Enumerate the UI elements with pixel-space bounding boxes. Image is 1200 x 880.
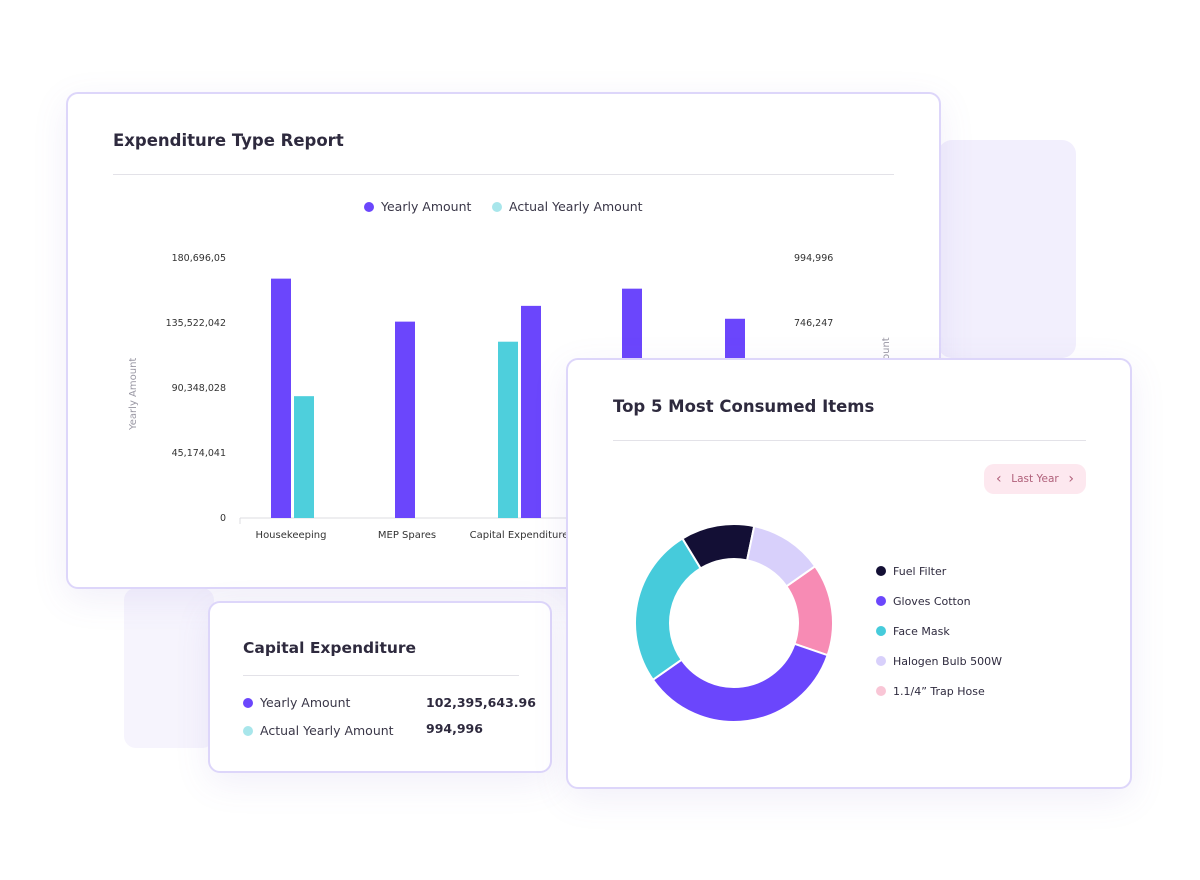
capex-yearly-value: 102,395,643.96 (426, 695, 536, 710)
legend-item[interactable]: Gloves Cotton (876, 586, 1002, 616)
y-tick: 0 (219, 513, 226, 524)
x-tick: Capital Expenditure (469, 530, 569, 541)
capex-actual-value: 994,996 (426, 721, 483, 736)
legend-dot (876, 626, 886, 636)
top5-title: Top 5 Most Consumed Items (613, 397, 875, 416)
y-tick: 45,174,041 (171, 448, 226, 459)
legend-actual-label: Actual Yearly Amount (509, 199, 643, 214)
legend-dot (876, 596, 886, 606)
period-label: Last Year (1011, 473, 1059, 485)
legend-label: 1.1/4” Trap Hose (893, 684, 985, 698)
bar-actual-yearly-amount[interactable] (498, 341, 518, 518)
chevron-right-icon[interactable]: › (1068, 471, 1074, 487)
background-panel (938, 140, 1076, 358)
y-tick-right: 746,247 (794, 318, 834, 329)
capital-expenditure-card: Capital Expenditure Yearly Amount 102,39… (208, 601, 552, 773)
legend-label: Face Mask (893, 624, 950, 638)
capex-divider (243, 675, 519, 676)
y-tick-right: 994,996 (794, 253, 834, 264)
top5-items-card: Top 5 Most Consumed Items ‹ Last Year › … (566, 358, 1132, 789)
legend-item[interactable]: Halogen Bulb 500W (876, 646, 1002, 676)
legend-actual-dot (492, 201, 502, 212)
y-tick: 180,696,05 (171, 253, 226, 264)
capex-title: Capital Expenditure (243, 639, 417, 657)
legend-yearly-dot (364, 201, 374, 212)
capex-yearly-dot (243, 697, 253, 708)
bar-actual-yearly-amount[interactable] (294, 396, 314, 518)
legend-yearly[interactable]: Yearly Amount (364, 199, 471, 214)
period-selector[interactable]: ‹ Last Year › (984, 464, 1086, 494)
y-tick: 90,348,028 (171, 383, 226, 394)
legend-actual[interactable]: Actual Yearly Amount (492, 199, 643, 214)
bar-yearly-amount[interactable] (521, 305, 541, 518)
bar-yearly-amount[interactable] (271, 278, 291, 518)
legend-item[interactable]: Fuel Filter (876, 556, 1002, 586)
x-tick: MEP Spares (377, 530, 437, 541)
legend-label: Fuel Filter (893, 564, 947, 578)
top5-divider (613, 440, 1086, 441)
legend-yearly-label: Yearly Amount (381, 199, 472, 214)
expenditure-report-title: Expenditure Type Report (113, 131, 344, 150)
capex-yearly-label: Yearly Amount (260, 695, 351, 710)
legend-label: Gloves Cotton (893, 594, 971, 608)
chevron-left-icon[interactable]: ‹ (996, 471, 1002, 487)
background-panel-secondary (124, 588, 214, 748)
capex-row-yearly: Yearly Amount (243, 695, 350, 710)
capex-row-actual: Actual Yearly Amount (243, 723, 394, 738)
legend-dot (876, 566, 886, 576)
donut-slice[interactable] (651, 642, 829, 723)
legend-dot (876, 656, 886, 666)
donut-chart (634, 523, 834, 723)
legend-dot (876, 686, 886, 696)
legend-item[interactable]: 1.1/4” Trap Hose (876, 676, 1002, 706)
legend-item[interactable]: Face Mask (876, 616, 1002, 646)
x-tick: Housekeeping (255, 530, 327, 541)
donut-slice[interactable] (634, 537, 703, 682)
capex-actual-dot (243, 725, 253, 736)
donut-slice[interactable] (745, 524, 817, 588)
title-divider (113, 174, 894, 175)
legend-label: Halogen Bulb 500W (893, 654, 1002, 668)
y-tick: 135,522,042 (165, 318, 226, 329)
capex-actual-label: Actual Yearly Amount (260, 723, 394, 738)
donut-legend: Fuel Filter Gloves Cotton Face Mask Halo… (876, 556, 1002, 706)
bar-yearly-amount[interactable] (395, 321, 415, 518)
